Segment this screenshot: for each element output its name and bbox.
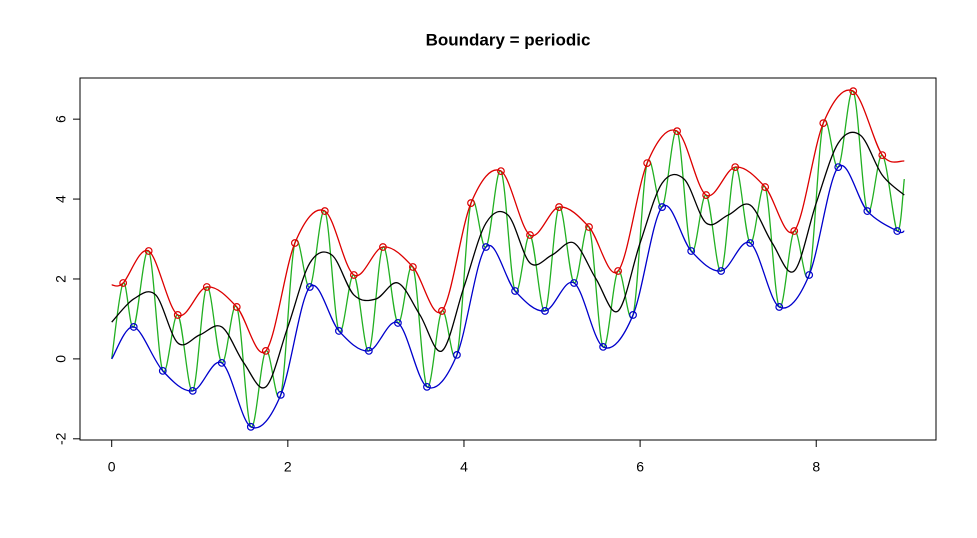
extremum-point — [643, 159, 652, 168]
extremum-point — [173, 311, 182, 319]
extremum-point — [144, 247, 153, 255]
extremum-point — [790, 227, 799, 235]
extremum-point — [320, 207, 329, 215]
extremum-point — [482, 243, 490, 251]
series-line — [111, 131, 905, 389]
extremum-point — [379, 243, 387, 251]
extremum-point — [408, 263, 417, 271]
extremum-point — [217, 358, 226, 367]
x-tick-label: 6 — [636, 459, 644, 475]
extremum-point — [438, 307, 446, 315]
extremum-point — [526, 231, 534, 239]
series-line — [111, 90, 905, 428]
y-tick-label: 2 — [53, 275, 69, 283]
extremum-point — [819, 119, 828, 128]
extremum-point — [290, 239, 299, 247]
extremum-point — [202, 283, 211, 291]
extremum-point — [585, 223, 593, 231]
extremum-point — [335, 327, 343, 335]
extremum-point — [805, 271, 814, 279]
extremum-point — [423, 382, 431, 391]
extremum-point — [687, 247, 696, 255]
extremum-point — [555, 203, 563, 211]
extremum-point — [188, 386, 197, 395]
extremum-point — [614, 267, 622, 275]
extremum-point — [129, 323, 138, 331]
extremum-point — [746, 239, 755, 247]
x-tick-label: 8 — [812, 459, 820, 475]
extremum-point — [467, 199, 475, 207]
extremum-point — [276, 390, 285, 399]
extremum-point — [863, 207, 872, 215]
extremum-point — [261, 346, 270, 355]
extremum-point — [731, 163, 740, 172]
extremum-point — [673, 127, 681, 136]
x-tick-label: 4 — [460, 459, 468, 475]
extremum-point — [364, 346, 373, 355]
y-tick-label: 4 — [53, 195, 69, 203]
y-tick-label: 0 — [53, 355, 69, 363]
extremum-point — [305, 283, 314, 291]
extremum-point — [497, 167, 505, 175]
extremum-point — [119, 279, 128, 287]
y-tick-label: -2 — [53, 432, 69, 445]
extremum-point — [232, 303, 241, 311]
extremum-point — [511, 287, 519, 295]
extremum-point — [570, 279, 578, 287]
extremum-point — [761, 183, 770, 191]
x-tick-label: 0 — [108, 459, 116, 475]
extremum-point — [453, 350, 461, 359]
extremum-point — [658, 203, 667, 211]
series-line — [111, 89, 905, 354]
extremum-point — [349, 271, 358, 279]
extremum-point — [246, 422, 255, 431]
extremum-point — [893, 227, 902, 235]
extremum-point — [849, 87, 858, 96]
extremum-point — [158, 366, 167, 375]
extremum-point — [394, 319, 402, 327]
extremum-point — [834, 163, 843, 172]
chart-title: Boundary = periodic — [426, 30, 591, 49]
series-line — [111, 164, 905, 429]
extremum-point — [702, 191, 711, 199]
y-tick-label: 6 — [53, 115, 69, 123]
extremum-point — [775, 303, 784, 311]
extremum-point — [629, 311, 637, 319]
extremum-point — [717, 267, 726, 275]
extremum-point — [541, 307, 549, 315]
extremum-point — [599, 343, 608, 351]
extremum-point — [878, 151, 887, 160]
x-tick-label: 2 — [284, 459, 292, 475]
